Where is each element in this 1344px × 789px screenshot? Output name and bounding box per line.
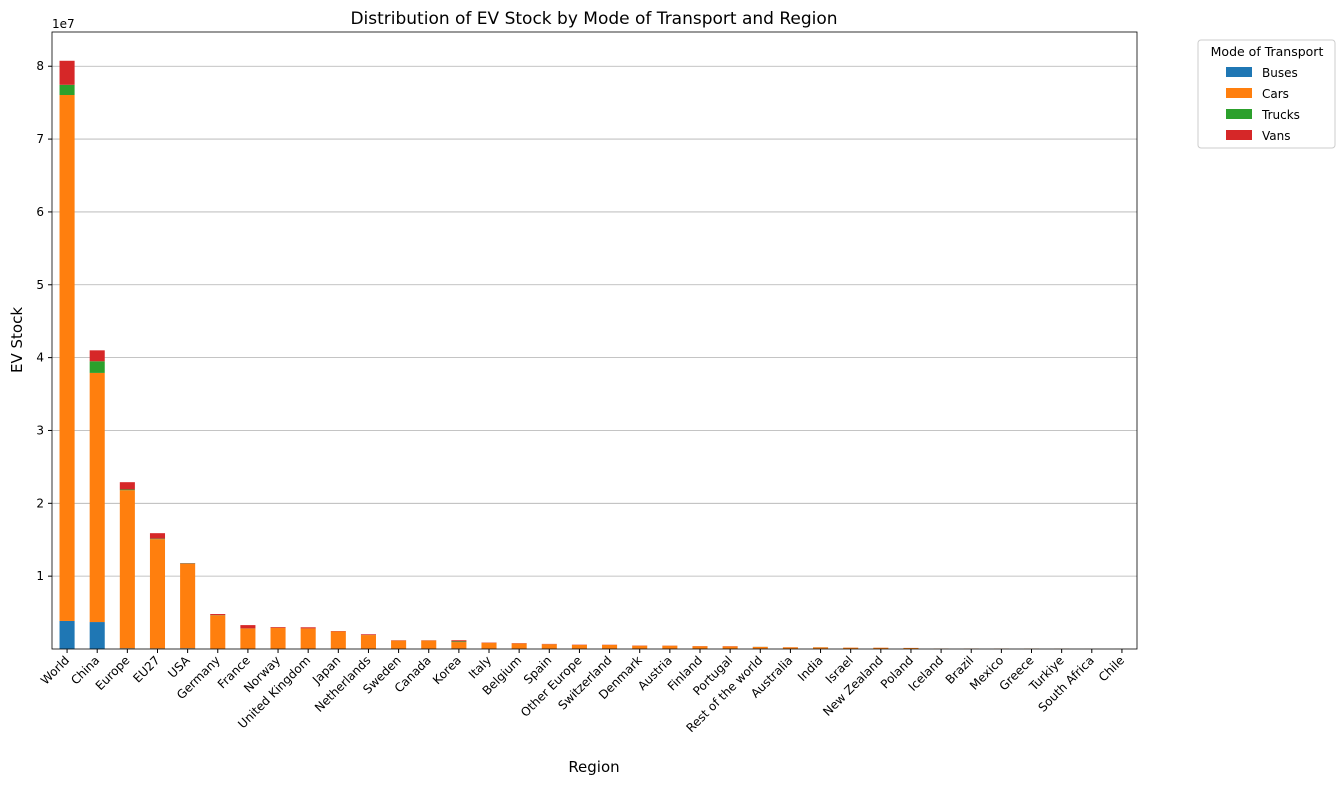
bar-segment [632, 646, 647, 649]
y-offset-text: 1e7 [52, 17, 75, 31]
bar-segment [451, 641, 466, 642]
bar-segment [210, 614, 225, 615]
bar-segment [451, 642, 466, 649]
bar-segment [301, 628, 316, 648]
y-tick-label: 3 [36, 423, 44, 437]
legend-swatch [1226, 88, 1252, 98]
x-tick-label: EU27 [130, 653, 162, 685]
bar-segment [60, 85, 75, 95]
bar-segment [301, 627, 316, 628]
bar-segment [271, 628, 286, 649]
x-tick-label: India [795, 653, 826, 684]
y-tick-label: 6 [36, 205, 44, 219]
bar-segment [60, 621, 75, 649]
bar-segment [90, 361, 105, 373]
legend-label: Cars [1262, 87, 1289, 101]
legend-label: Vans [1262, 129, 1291, 143]
bar-segment [361, 635, 376, 649]
y-tick-label: 5 [36, 278, 44, 292]
legend-swatch [1226, 109, 1252, 119]
bar-segment [331, 631, 346, 648]
legend: Mode of Transport Buses Cars Trucks Vans [1198, 40, 1335, 148]
bar-segment [271, 627, 286, 628]
legend-swatch [1226, 130, 1252, 140]
legend-label: Trucks [1261, 108, 1300, 122]
bar-segment [60, 95, 75, 621]
bar-segment [90, 622, 105, 649]
bar-segment [421, 641, 436, 649]
y-tick-label: 2 [36, 496, 44, 510]
bar-segment [240, 625, 255, 628]
bar-segment [692, 646, 707, 649]
bar-segment [753, 647, 768, 649]
y-tick-label: 8 [36, 59, 44, 73]
bar-segment [542, 644, 557, 649]
x-tick-label: Korea [430, 653, 464, 687]
bar-segment [451, 640, 466, 641]
bar-segment [481, 643, 496, 649]
legend-title: Mode of Transport [1211, 44, 1324, 59]
bar-segment [150, 539, 165, 648]
y-tick-label: 4 [36, 351, 44, 365]
y-tick-label: 7 [36, 132, 44, 146]
bar-segment [120, 490, 135, 648]
chart-title: Distribution of EV Stock by Mode of Tran… [350, 9, 837, 29]
bar-segment [90, 350, 105, 361]
bar-segment [120, 489, 135, 490]
x-tick-label: World [38, 653, 72, 687]
legend-swatch [1226, 67, 1252, 77]
x-tick-label: Chile [1096, 653, 1127, 684]
x-axis-label: Region [568, 758, 619, 776]
bar-segment [240, 629, 255, 649]
bar-segment [150, 533, 165, 538]
bar-segment [120, 482, 135, 489]
bar-segment [361, 634, 376, 635]
y-axis-label: EV Stock [8, 307, 26, 373]
bar-segment [150, 539, 165, 540]
legend-label: Buses [1262, 66, 1298, 80]
plot-frame [52, 32, 1137, 649]
bar-segment [572, 645, 587, 649]
x-tick-label: Europe [93, 653, 133, 693]
bar-segment [662, 646, 677, 649]
bar-segment [180, 564, 195, 649]
bar-segment [512, 644, 527, 649]
bar-segment [90, 373, 105, 622]
y-tick-label: 1 [36, 569, 44, 583]
bar-segment [210, 615, 225, 649]
grid [52, 66, 1137, 576]
bar-segment [391, 641, 406, 649]
bar-segment [60, 61, 75, 85]
bar-segment [602, 645, 617, 649]
